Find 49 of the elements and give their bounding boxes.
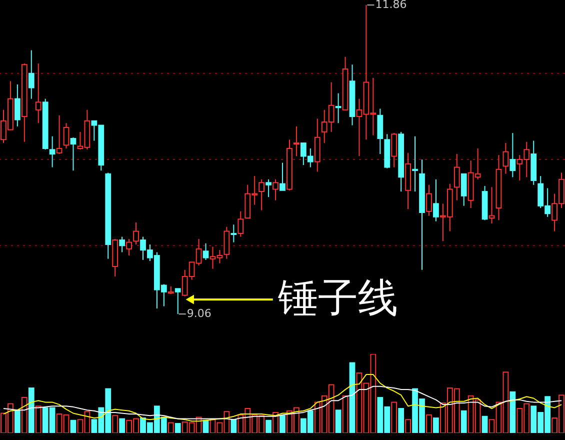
annotation: 11.86 [375,0,407,11]
bar [280,415,286,433]
candlestick [391,132,398,168]
candlestick [63,122,70,149]
candlestick [460,173,467,206]
bar [28,387,34,433]
annotation: 9.06 [186,307,212,320]
candlestick [488,186,495,224]
bar [349,362,356,433]
bar [230,419,237,433]
candlestick [238,210,244,238]
candlestick [454,153,460,201]
candlestick [258,178,265,211]
bar [335,410,342,433]
candlestick [224,226,230,260]
candlestick [294,126,300,157]
candlestick [230,224,237,243]
candlestick [502,142,509,174]
candlestick [433,178,439,222]
bar [70,420,76,433]
candlestick [174,288,181,314]
bar [119,418,126,433]
bar [510,391,516,433]
bar [482,416,488,433]
bar [174,423,181,433]
candlestick [202,242,209,260]
candlestick [14,84,20,127]
annotation: 锤子线 [276,276,398,322]
candlestick [377,108,384,154]
candlestick [119,236,126,253]
candlestick [272,178,278,201]
candlestick [266,178,272,198]
candlestick [133,222,139,245]
candlestick [70,136,76,172]
candlestick [426,184,432,216]
bar [398,408,404,433]
candlestick [35,62,42,124]
candlestick [126,238,132,256]
candlestick [280,162,286,191]
candlestick [335,92,342,124]
candlestick [412,136,418,192]
candlestick [49,136,56,168]
bar [266,420,272,433]
bar [433,417,439,433]
bar [14,410,20,433]
candlestick [510,132,516,178]
candlestick [28,50,34,100]
bar [460,410,467,433]
candlestick [56,114,62,154]
